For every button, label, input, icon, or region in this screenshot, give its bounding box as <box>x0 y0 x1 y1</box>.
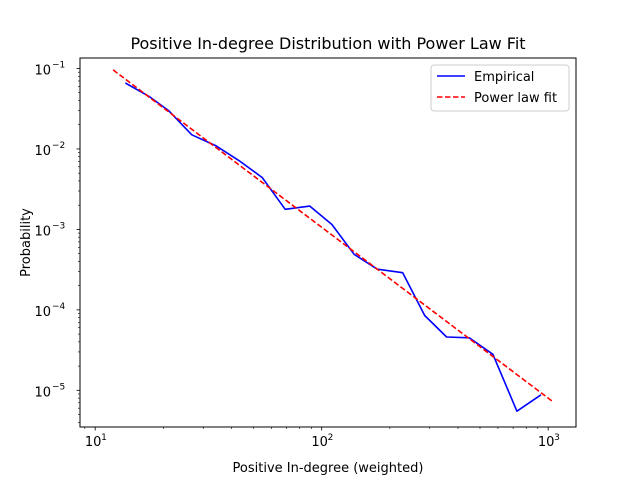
y-tick-label: 10 <box>34 224 51 239</box>
y-tick-label: 10 <box>34 385 51 400</box>
x-tick-label: 10 <box>538 435 555 450</box>
y-tick-label: 10 <box>34 305 51 320</box>
legend: Empirical Power law fit <box>430 64 570 112</box>
y-tick-exponent: −4 <box>52 302 66 312</box>
y-tick-exponent: −1 <box>52 60 65 70</box>
series-line-power-law-fit <box>112 69 554 403</box>
y-axis: 10−110−210−310−410−5 <box>34 60 80 423</box>
x-axis-label: Positive In-degree (weighted) <box>233 461 424 476</box>
x-tick-exponent: 2 <box>328 433 334 443</box>
series-line-empirical <box>125 82 542 413</box>
y-tick-exponent: −3 <box>52 221 65 231</box>
x-tick-exponent: 3 <box>554 433 560 443</box>
legend-box <box>430 64 570 112</box>
legend-label-power-law-fit: Power law fit <box>474 91 557 106</box>
y-tick-label: 10 <box>34 144 51 159</box>
plot-area <box>79 57 577 428</box>
x-axis: 10 1 10 2 10 3 <box>84 427 560 450</box>
chart-title: Positive In-degree Distribution with Pow… <box>130 34 525 53</box>
y-axis-label: Probability <box>19 208 34 277</box>
x-tick-exponent: 1 <box>101 433 107 443</box>
legend-label-empirical: Empirical <box>474 70 534 85</box>
plot-frame <box>79 57 577 428</box>
x-tick-label: 10 <box>311 435 328 450</box>
y-tick-exponent: −2 <box>52 141 65 151</box>
y-tick-label: 10 <box>34 63 51 78</box>
x-tick-label: 10 <box>85 435 102 450</box>
y-tick-exponent: −5 <box>52 382 65 392</box>
